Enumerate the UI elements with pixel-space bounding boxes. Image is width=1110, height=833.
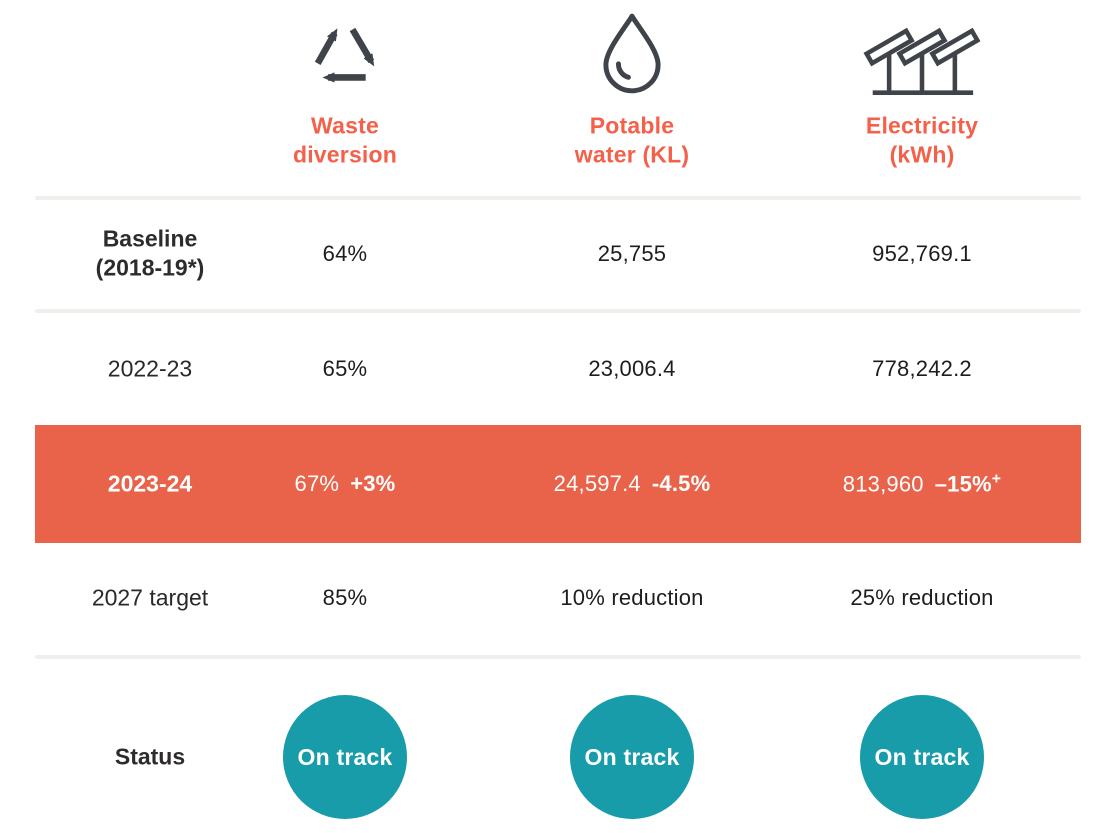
cell-value: 813,960	[842, 471, 924, 497]
row-label-2022-23: 2022-23	[107, 355, 193, 382]
status-badge-water: On track	[570, 695, 694, 819]
cell-delta-superscript: +	[991, 470, 1002, 488]
cell-delta: +3%	[350, 470, 396, 496]
column-header-waste-diversion: Waste diversion	[292, 112, 398, 168]
row-label-baseline: Baseline (2018-19*)	[95, 225, 205, 281]
water-drop-icon	[587, 8, 677, 103]
table-cell-2022-23-waste: 65%	[322, 355, 368, 381]
status-badge-electricity: On track	[860, 695, 984, 819]
table-cell-2023-24-water: 24,597.4 -4.5%	[554, 470, 711, 498]
row-label-2023-24: 2023-24	[107, 470, 193, 497]
highlight-row-band	[35, 425, 1081, 543]
table-cell-baseline-water: 25,755	[597, 240, 667, 266]
table-cell-target-waste: 85%	[322, 584, 368, 610]
divider	[35, 196, 1081, 200]
solar-panel-icon	[861, 16, 983, 105]
column-header-electricity: Electricity (kWh)	[865, 112, 979, 168]
divider	[35, 655, 1081, 659]
cell-delta: –15%	[934, 471, 992, 497]
row-label-2027-target: 2027 target	[91, 584, 209, 611]
table-cell-2023-24-waste: 67% +3%	[295, 470, 396, 498]
divider	[35, 309, 1081, 313]
table-cell-2023-24-electricity: 813,960 –15%+	[843, 469, 1001, 498]
cell-value: 67%	[294, 470, 340, 496]
cell-value: 24,597.4	[553, 470, 641, 496]
table-cell-target-water: 10% reduction	[560, 584, 704, 610]
cell-delta: -4.5%	[651, 470, 711, 496]
status-badge-waste: On track	[283, 695, 407, 819]
table-cell-2022-23-electricity: 778,242.2	[872, 355, 972, 381]
column-header-potable-water: Potable water (KL)	[574, 112, 690, 168]
table-cell-baseline-electricity: 952,769.1	[872, 240, 972, 266]
recycle-icon	[298, 6, 393, 105]
row-label-status: Status	[114, 743, 186, 770]
table-cell-2022-23-water: 23,006.4	[588, 355, 676, 381]
table-cell-baseline-waste: 64%	[322, 240, 368, 266]
table-cell-target-electricity: 25% reduction	[850, 584, 994, 610]
